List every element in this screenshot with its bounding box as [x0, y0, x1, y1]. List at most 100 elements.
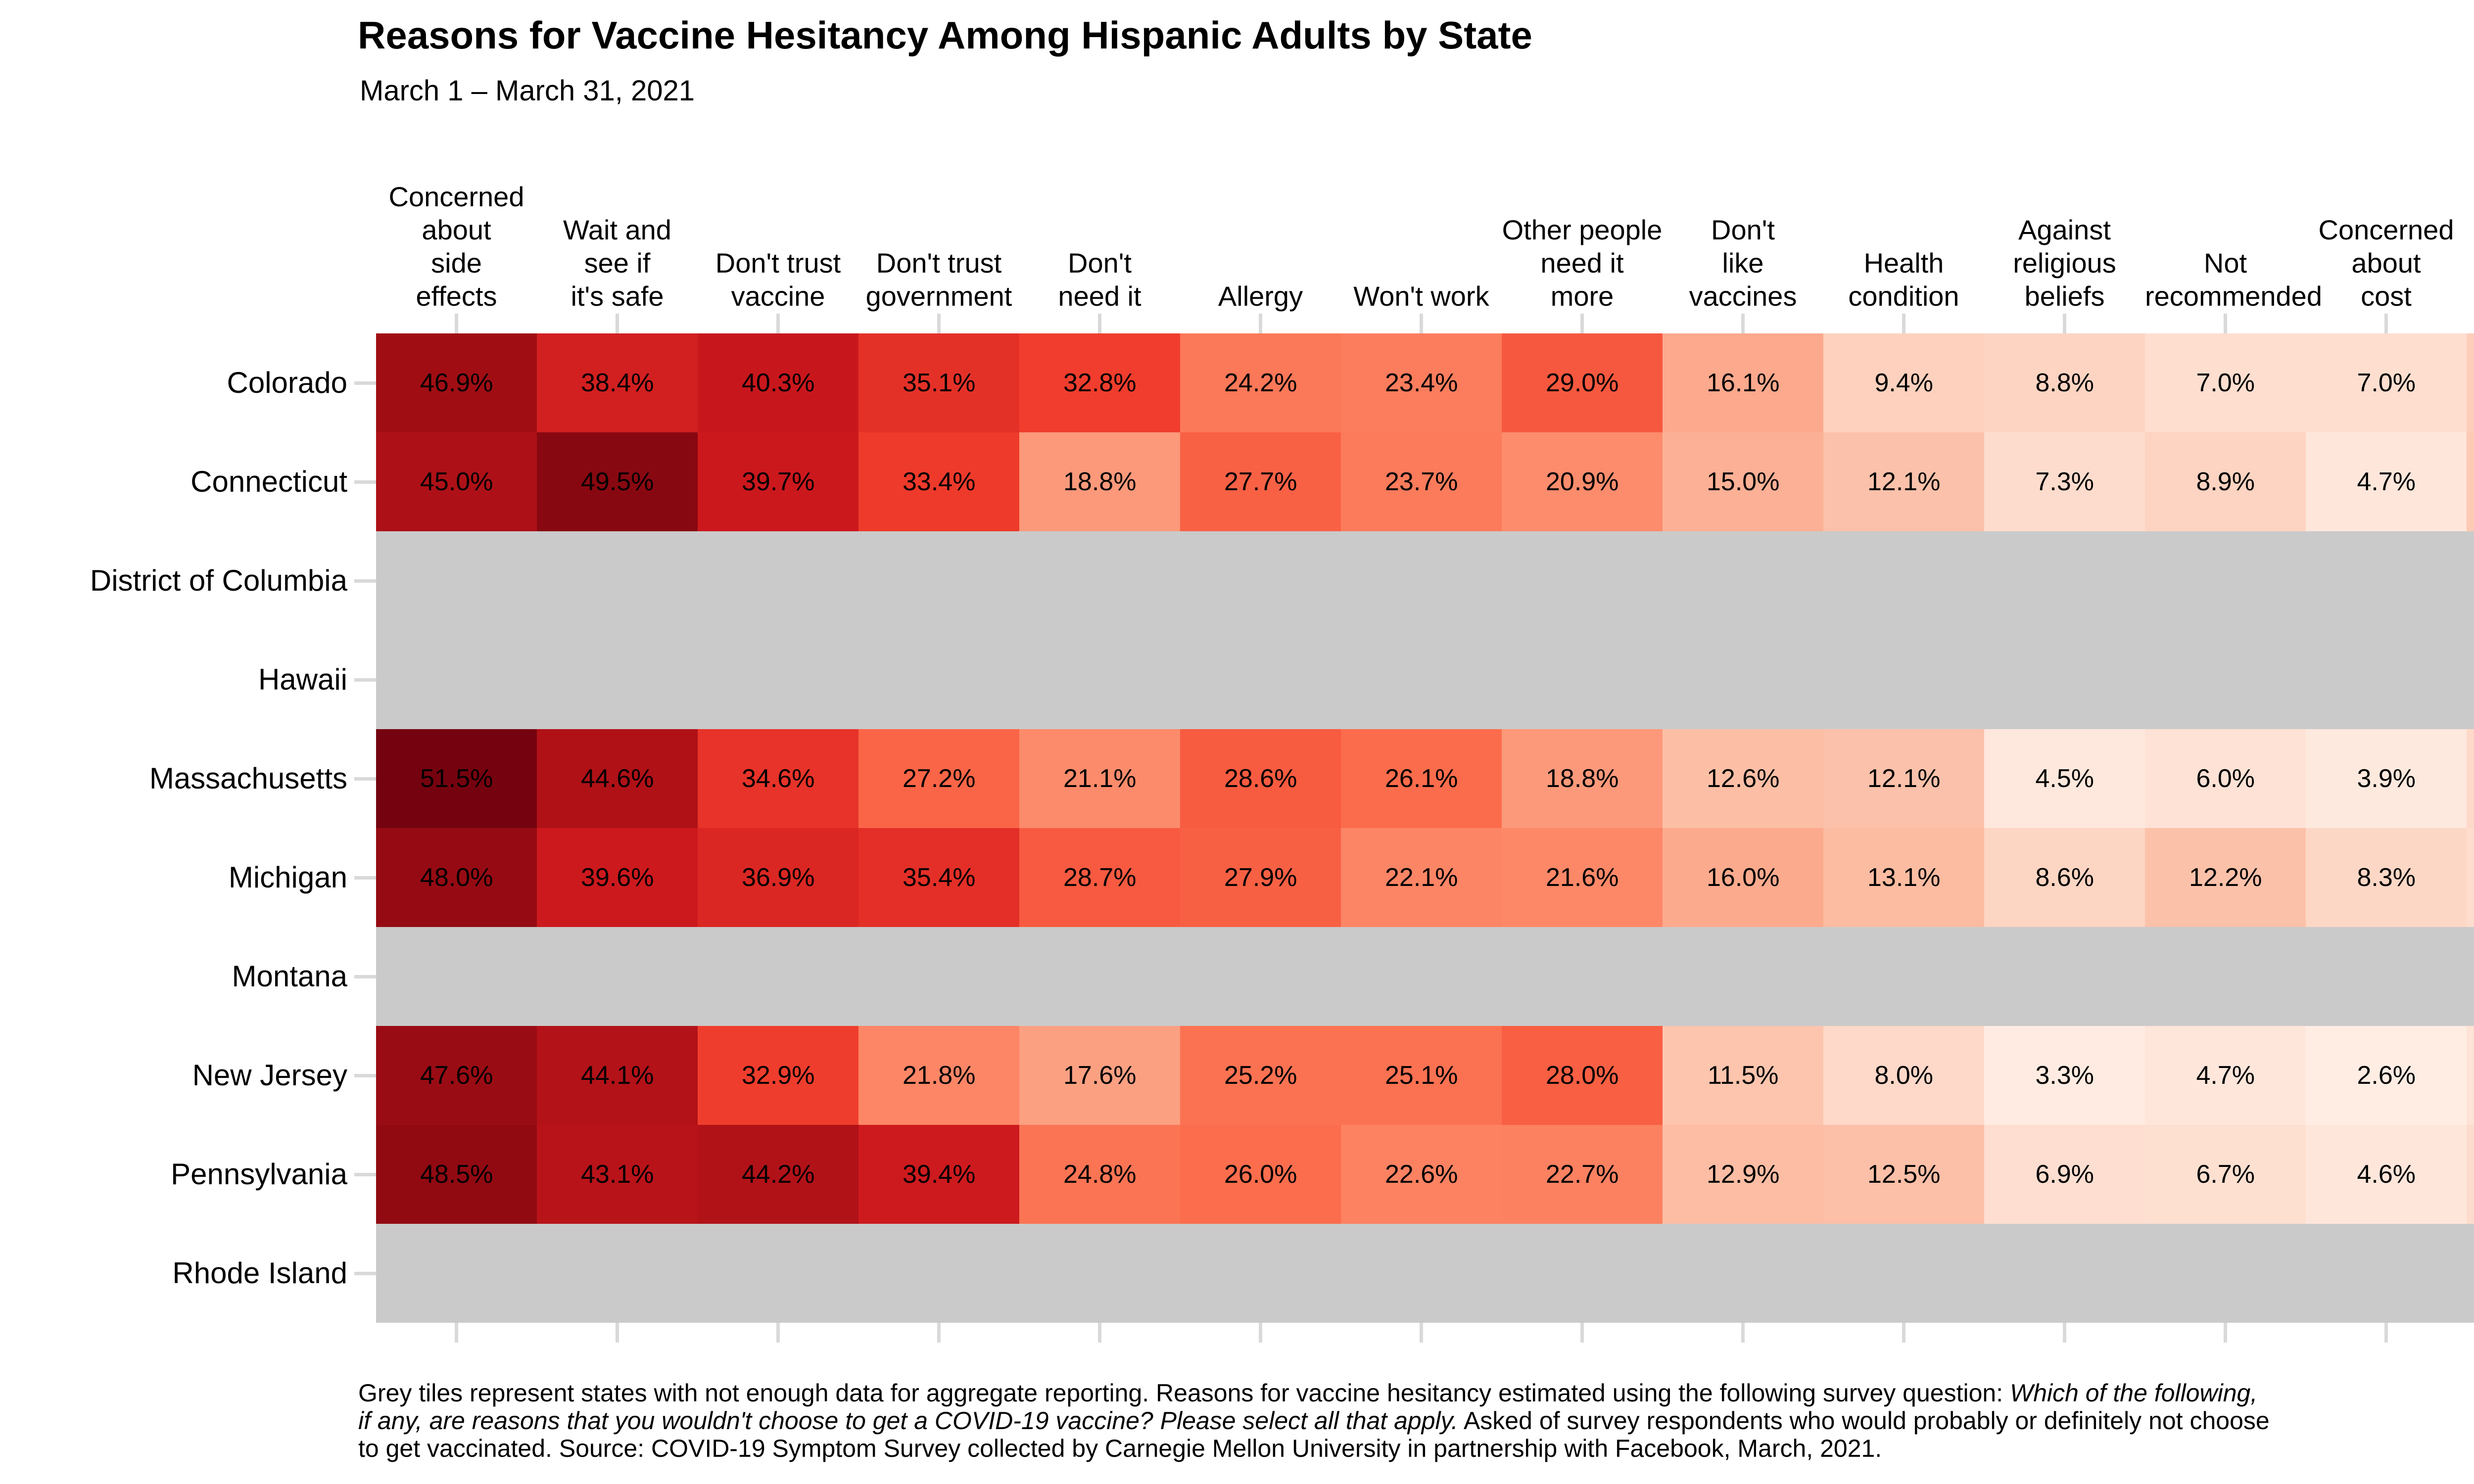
footnote-survey-question: Which of the following, — [2010, 1379, 2258, 1407]
heatmap-tile: 21.8% — [858, 1026, 1020, 1125]
column-header-line: beliefs — [2024, 280, 2105, 312]
heatmap-tile: 7.8% — [2467, 729, 2474, 829]
heatmap-tile: 12.1% — [1823, 729, 1985, 829]
column-tick-top — [455, 314, 458, 333]
footnote: Grey tiles represent states with not eno… — [358, 1379, 2474, 1462]
column-header: Don't trust vaccine — [698, 246, 858, 313]
heatmap-tile: 32.8% — [1019, 333, 1181, 433]
footnote-survey-question: if any, are reasons that you wouldn't ch… — [358, 1407, 1458, 1435]
column-header-line: cost — [2361, 280, 2412, 312]
column-header-line: effects — [416, 280, 497, 312]
column-tick-bottom — [455, 1323, 458, 1343]
column-header: Allergy — [1180, 279, 1341, 313]
column-tick-top — [1741, 314, 1745, 333]
column-tick-top — [1098, 314, 1101, 333]
heatmap-tile: 20.9% — [1502, 432, 1663, 532]
heatmap-tile: 27.2% — [858, 729, 1020, 829]
footnote-text: Grey tiles represent states with not eno… — [358, 1379, 2010, 1407]
footnote-text: to get vaccinated. Source: COVID-19 Symp… — [358, 1435, 1882, 1462]
heatmap-tile: 16.0% — [1663, 828, 1824, 928]
column-header: Don't trust government — [858, 246, 1019, 313]
footnote-line: Grey tiles represent states with not eno… — [358, 1379, 2474, 1407]
no-data-row — [376, 927, 2474, 1026]
heatmap-tile: 32.9% — [698, 1026, 859, 1125]
heatmap-tile: 44.6% — [537, 729, 698, 829]
column-header-line: vaccines — [1689, 280, 1797, 312]
row-tick-left — [354, 974, 376, 978]
heatmap-tile: 27.9% — [1180, 828, 1341, 928]
column-header: Pregnancy — [2467, 279, 2474, 313]
heatmap-tile: 24.8% — [1019, 1125, 1181, 1224]
row-tick-left — [354, 1271, 376, 1275]
column-header: Against religious beliefs — [1984, 213, 2145, 313]
heatmap-tile: 15.0% — [1663, 432, 1824, 532]
column-tick-top — [937, 314, 941, 333]
column-tick-top — [1902, 314, 1905, 333]
row-tick-left — [354, 381, 376, 385]
column-tick-bottom — [2384, 1323, 2388, 1343]
heatmap-tile: 12.6% — [1663, 729, 1824, 829]
heatmap-tile: 7.3% — [1984, 432, 2145, 532]
column-header: Wait and see if it's safe — [537, 213, 698, 313]
column-header-line: Don't trust — [715, 247, 841, 278]
heatmap-tile: 28.0% — [1502, 1026, 1663, 1125]
heatmap-tile: 39.4% — [858, 1125, 1020, 1224]
heatmap-tile: 26.0% — [1180, 1125, 1341, 1224]
column-header-line: see if — [584, 247, 651, 278]
heatmap-tile: 25.2% — [1180, 1026, 1341, 1125]
row-tick-left — [354, 1172, 376, 1176]
heatmap-tile: 22.6% — [1341, 1125, 1502, 1224]
row-tick-left — [354, 777, 376, 781]
column-tick-bottom — [1741, 1323, 1745, 1343]
column-tick-bottom — [776, 1323, 780, 1343]
heatmap-tile: 34.6% — [698, 729, 859, 829]
heatmap-tile: 12.1% — [1823, 432, 1985, 532]
row-label: Connecticut — [190, 465, 347, 498]
column-header-line: government — [865, 280, 1012, 312]
heatmap-tile: 4.5% — [1984, 729, 2145, 829]
no-data-row — [376, 531, 2474, 630]
heatmap-tile: 28.6% — [1180, 729, 1341, 829]
row-label: Rhode Island — [172, 1256, 347, 1290]
heatmap-tile: 33.4% — [858, 432, 1020, 532]
no-data-row — [376, 630, 2474, 729]
heatmap-tile: 18.8% — [1019, 432, 1181, 532]
column-header-line: Against — [2018, 214, 2111, 245]
column-tick-bottom — [1902, 1323, 1905, 1343]
heatmap-tile: 23.4% — [1341, 333, 1502, 433]
column-header-line: condition — [1848, 280, 1959, 312]
footnote-line: if any, are reasons that you wouldn't ch… — [358, 1407, 2474, 1435]
column-header-line: recommended — [2145, 280, 2322, 312]
heatmap-tile: 3.3% — [1984, 1026, 2145, 1125]
column-header-line: Health — [1863, 247, 1944, 278]
heatmap-tile: 5.7% — [2467, 1026, 2474, 1125]
heatmap-tile: 16.1% — [1663, 333, 1824, 433]
heatmap-tile: 21.1% — [1019, 729, 1181, 829]
column-header-line: like — [1722, 247, 1764, 278]
column-header-line: Don't trust — [876, 247, 1002, 278]
heatmap-tile: 8.3% — [2306, 828, 2467, 928]
heatmap-tile: 21.6% — [1502, 828, 1663, 928]
row-label: Michigan — [228, 861, 347, 894]
heatmap-tile: 6.9% — [1984, 1125, 2145, 1224]
heatmap-tile: 47.6% — [376, 1026, 537, 1125]
heatmap-tile: 2.6% — [2306, 1026, 2467, 1125]
heatmap-tile: 39.7% — [698, 432, 859, 532]
row-label: Massachusetts — [149, 762, 347, 795]
column-tick-bottom — [2224, 1323, 2227, 1343]
column-header-line: vaccine — [731, 280, 825, 312]
heatmap-tile: 8.6% — [1984, 828, 2145, 928]
heatmap-tile: 43.1% — [537, 1125, 698, 1224]
column-header-line: need it — [1058, 280, 1142, 312]
column-header-line: more — [1550, 280, 1614, 312]
column-tick-top — [616, 314, 619, 333]
heatmap-tile: 18.8% — [1502, 729, 1663, 829]
column-header-line: need it — [1540, 247, 1624, 278]
heatmap-tile: 26.1% — [1341, 729, 1502, 829]
heatmap-tile: 51.5% — [376, 729, 537, 829]
heatmap-tile: 9.4% — [1823, 333, 1985, 433]
column-header: Health condition — [1823, 246, 1984, 313]
heatmap-tile: 35.4% — [858, 828, 1020, 928]
row-tick-left — [354, 678, 376, 682]
row-label: Hawaii — [258, 663, 347, 696]
